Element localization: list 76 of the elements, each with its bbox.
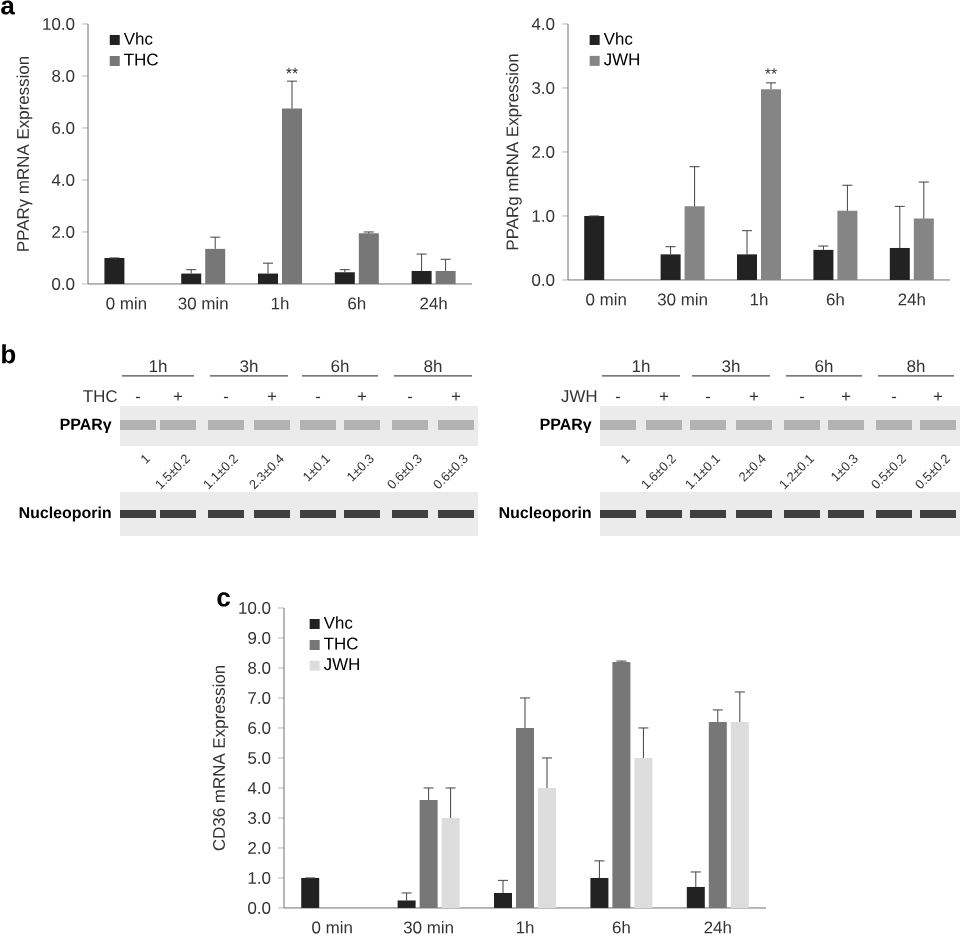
y-tick-label: 7.0 [248, 691, 271, 704]
y-tick-label: 0.0 [52, 277, 75, 290]
text: - [135, 396, 141, 399]
y-tick-label: 6.0 [52, 121, 75, 134]
y-axis-title: CD36 mRNA Expression [212, 665, 229, 851]
text: - [223, 396, 229, 399]
text: + [933, 392, 943, 401]
x-tick-label: 24h [704, 921, 731, 934]
text: a [1, 0, 15, 15]
text: + [173, 392, 183, 401]
x-tick-label: 0 min [586, 293, 626, 306]
y-tick-label: 9.0 [248, 631, 271, 644]
y-tick-label: 10.0 [43, 17, 75, 30]
x-tick-label: 24h [898, 293, 925, 306]
y-tick-label: 4.0 [51, 173, 75, 186]
text: JWH [561, 390, 597, 403]
text: - [315, 396, 321, 399]
y-tick-label: 3.0 [248, 811, 271, 824]
y-tick-label: 1.0 [532, 209, 555, 222]
text: + [357, 392, 367, 401]
y-tick-label: 4.0 [531, 17, 555, 30]
y-tick-label: 6.0 [248, 721, 271, 734]
y-tick-label: 5.0 [248, 751, 271, 764]
category-label: 3h [722, 359, 740, 373]
category-label: 8h [907, 359, 925, 373]
x-tick-label: 6h [348, 297, 366, 310]
legend-label: Vhc [323, 616, 353, 629]
text: b [2, 344, 16, 364]
x-tick-label: 30 min [657, 293, 707, 306]
text: - [407, 396, 413, 399]
x-tick-label: 6h [612, 921, 630, 934]
category-label: 6h [815, 359, 833, 373]
y-axis-title: PPARγ mRNA Expression [16, 56, 33, 251]
category-label: 3h [240, 359, 258, 373]
text: THC [83, 390, 117, 403]
y-tick-label: 2.0 [52, 225, 75, 238]
x-tick-label: 1h [271, 297, 289, 310]
text: - [799, 396, 805, 399]
legend-label: THC [124, 53, 158, 66]
x-tick-label: 1h [750, 293, 768, 306]
y-axis-title: PPARg mRNA Expression [505, 54, 522, 250]
category-label: 6h [331, 359, 349, 373]
text: + [267, 392, 277, 401]
x-tick-label: 0 min [106, 297, 146, 310]
x-tick-label: 6h [826, 293, 844, 306]
text: - [891, 396, 897, 399]
text: + [659, 392, 669, 401]
text: - [615, 396, 621, 399]
y-tick-label: 2.0 [248, 841, 271, 854]
category-label: 1h [149, 359, 167, 372]
legend-label: Vhc [123, 32, 153, 45]
y-tick-label: 8.0 [52, 69, 75, 82]
x-tick-label: 0 min [312, 921, 352, 934]
x-tick-label: 1h [516, 921, 534, 934]
x-tick-label: 24h [420, 297, 447, 310]
y-tick-label: 0.0 [532, 273, 555, 286]
y-tick-label: 0.0 [248, 901, 271, 914]
y-tick-label: 4.0 [247, 781, 271, 794]
x-tick-label: 30 min [403, 921, 453, 934]
y-tick-label: 3.0 [532, 81, 555, 94]
y-tick-label: 2.0 [532, 145, 555, 158]
y-tick-label: 8.0 [248, 661, 271, 674]
text: + [451, 392, 461, 401]
y-tick-label: 1.0 [248, 871, 271, 884]
legend-label: JWH [603, 53, 639, 66]
legend-label: Vhc [603, 32, 633, 45]
category-label: 8h [424, 359, 442, 373]
legend-label: THC [324, 637, 358, 650]
text: - [705, 396, 711, 399]
legend-label: JWH [323, 658, 359, 671]
y-tick-label: 10.0 [239, 601, 271, 614]
text: + [749, 392, 759, 401]
category-label: 1h [632, 359, 650, 372]
x-tick-label: 30 min [178, 297, 228, 310]
text: + [841, 392, 851, 401]
text: c [217, 592, 231, 607]
